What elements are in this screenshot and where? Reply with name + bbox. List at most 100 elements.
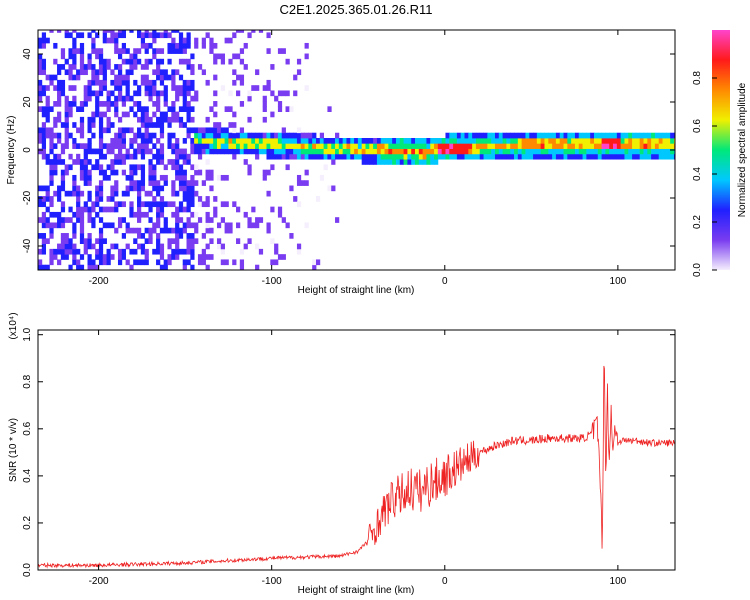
heatmap-cell: [41, 69, 47, 76]
heatmap-cell: [186, 85, 191, 91]
heatmap-cell: [182, 185, 187, 192]
heatmap-cell: [60, 185, 66, 192]
heatmap-cell: [555, 153, 561, 160]
heatmap-cell: [182, 206, 187, 213]
heatmap-cell: [57, 222, 62, 229]
heatmap-cell: [76, 106, 81, 112]
heatmap-cell: [68, 64, 73, 70]
heatmap-cell: [540, 132, 545, 139]
heatmap-cell: [232, 111, 237, 118]
heatmap-cell: [525, 132, 530, 139]
heatmap-cell: [395, 148, 401, 155]
heatmap-cell: [152, 48, 157, 54]
heatmap-cell: [41, 211, 47, 218]
heatmap-cell: [49, 132, 54, 139]
heatmap-cell: [60, 254, 66, 260]
heatmap-cell: [616, 153, 622, 160]
heatmap-cell: [658, 132, 663, 139]
heatmap-cell: [586, 138, 591, 144]
heatmap-cell: [536, 132, 542, 139]
heatmap-cell: [190, 174, 195, 181]
heatmap-cell: [232, 201, 237, 208]
heatmap-cell: [76, 217, 81, 223]
heatmap-cell: [624, 153, 629, 160]
heatmap-cell: [255, 85, 260, 91]
colorbar-tick-label: 0.0: [692, 263, 703, 277]
heatmap-cell: [274, 148, 279, 155]
heatmap-cell: [205, 159, 210, 165]
heatmap-cell: [643, 153, 648, 160]
heatmap-cell: [87, 64, 92, 70]
heatmap-cell: [175, 211, 180, 218]
heatmap-cell: [190, 190, 195, 197]
heatmap-cell: [335, 138, 340, 144]
heatmap-cell: [129, 211, 134, 218]
heatmap-cell: [178, 248, 184, 255]
heatmap-cell: [449, 153, 454, 160]
heatmap-cell: [635, 148, 641, 155]
heatmap-cell: [171, 69, 176, 76]
heatmap-cell: [133, 248, 138, 255]
heatmap-cell: [514, 132, 519, 139]
heatmap-cell: [563, 132, 568, 139]
heatmap-cell: [106, 222, 111, 229]
heatmap-cell: [38, 85, 43, 91]
heatmap-cell: [83, 159, 88, 165]
heatmap-cell: [148, 190, 153, 197]
heatmap-cell: [186, 37, 191, 44]
heatmap-cell: [407, 148, 412, 155]
heatmap-cell: [121, 42, 126, 49]
heatmap-cell: [175, 111, 180, 118]
heatmap-cell: [156, 238, 161, 244]
heatmap-cell: [156, 211, 161, 218]
heatmap-cell: [49, 169, 54, 176]
heatmap-cell: [361, 143, 366, 149]
heatmap-cell: [651, 138, 656, 144]
heatmap-cell: [175, 138, 180, 144]
heatmap-cell: [60, 233, 66, 239]
heatmap-cell: [601, 153, 606, 160]
heatmap-cell: [403, 148, 408, 155]
heatmap-cell: [159, 211, 165, 218]
heatmap-cell: [266, 48, 271, 54]
heatmap-cell: [53, 254, 58, 260]
heatmap-cell: [171, 143, 176, 149]
heatmap-cell: [186, 58, 191, 65]
heatmap-cell: [380, 138, 385, 144]
heatmap-cell: [171, 227, 176, 234]
heatmap-cell: [521, 132, 526, 139]
heatmap-cell: [304, 42, 309, 49]
heatmap-cell: [327, 138, 332, 144]
heatmap-cell: [57, 64, 62, 70]
heatmap-cell: [453, 143, 458, 149]
heatmap-cell: [159, 174, 165, 181]
heatmap-cell: [38, 42, 43, 49]
heatmap-cell: [53, 222, 58, 229]
heatmap-cell: [182, 222, 187, 229]
heatmap-cell: [548, 143, 553, 149]
heatmap-cell: [647, 132, 652, 139]
heatmap-cell: [468, 132, 473, 139]
heatmap-cell: [60, 53, 66, 60]
heatmap-cell: [95, 196, 100, 202]
heatmap-cell: [262, 174, 267, 181]
heatmap-cell: [422, 138, 427, 144]
heatmap-cell: [144, 201, 149, 208]
snr-x-tick-label: 100: [610, 576, 627, 587]
heatmap-cell: [300, 180, 305, 186]
heatmap-cell: [232, 122, 237, 128]
heatmap-cell: [270, 143, 275, 149]
heatmap-cell: [285, 132, 290, 139]
heatmap-cell: [236, 74, 241, 81]
heatmap-cell: [430, 159, 435, 165]
heatmap-cell: [395, 143, 401, 149]
heatmap-cell: [125, 111, 130, 118]
heatmap-cell: [190, 233, 195, 239]
heatmap-cell: [357, 143, 363, 149]
heatmap-cell: [281, 148, 286, 155]
heatmap-cell: [144, 48, 149, 54]
heatmap-cell: [45, 95, 50, 102]
heatmap-cell: [190, 243, 195, 250]
heatmap-cell: [346, 143, 351, 149]
heatmap-cell: [270, 90, 275, 97]
